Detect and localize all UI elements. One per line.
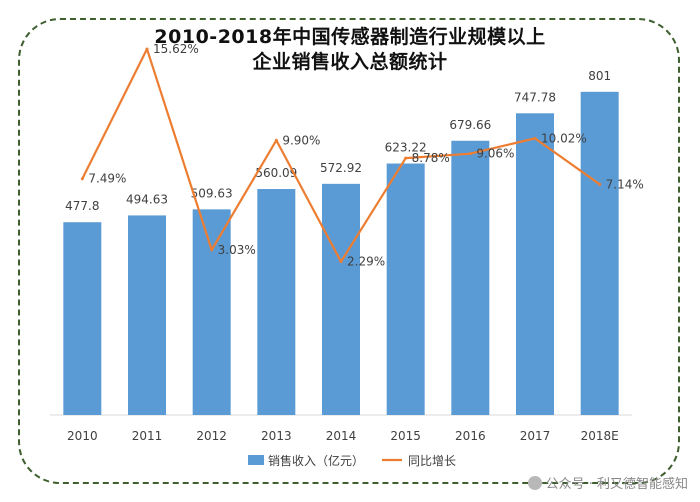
bar-value-label: 560.09 <box>255 166 297 180</box>
growth-value-label: 7.14% <box>606 177 644 191</box>
legend-bar-swatch <box>248 455 264 465</box>
bar-value-label: 747.78 <box>514 90 556 104</box>
x-tick-label: 2018E <box>581 429 619 443</box>
watermark-text: 公众号 · 利又德智能感知 <box>545 477 688 492</box>
watermark: 公众号 · 利又德智能感知 <box>527 473 688 492</box>
growth-point-2013 <box>274 138 278 142</box>
growth-point-2017 <box>533 136 537 140</box>
bar-value-label: 801 <box>588 69 611 83</box>
bar-value-label: 679.66 <box>449 118 491 132</box>
bar-2013 <box>257 189 296 415</box>
growth-value-label: 9.06% <box>476 147 514 161</box>
growth-value-label: 9.90% <box>282 133 320 147</box>
wechat-icon <box>527 476 542 490</box>
x-tick-label: 2014 <box>326 429 357 443</box>
growth-point-2011 <box>145 47 149 51</box>
bar-value-label: 623.22 <box>385 141 427 155</box>
bar-2011 <box>128 215 166 415</box>
x-tick-label: 2010 <box>67 429 98 443</box>
growth-value-label: 15.62% <box>153 42 199 56</box>
bar-value-label: 477.8 <box>65 199 99 213</box>
growth-point-2015 <box>404 156 408 160</box>
bar-2015 <box>386 163 425 415</box>
growth-point-2018E <box>598 182 602 186</box>
x-tick-label: 2011 <box>132 429 163 443</box>
growth-point-2012 <box>210 248 214 252</box>
bar-value-label: 494.63 <box>126 192 168 206</box>
growth-point-2010 <box>80 177 84 181</box>
bar-2014 <box>322 183 360 415</box>
legend-bar-label: 销售收入（亿元） <box>268 453 364 468</box>
chart-title-line-1: 2010-2018年中国传感器制造行业规模以上 <box>154 26 546 48</box>
bar-value-label: 572.92 <box>320 161 362 175</box>
legend-line-label: 同比增长 <box>408 454 456 468</box>
bar-2017 <box>516 113 554 415</box>
chart-title-line-2: 企业销售收入总额统计 <box>252 51 448 73</box>
x-tick-label: 2016 <box>455 429 486 443</box>
growth-value-label: 8.78% <box>412 151 450 165</box>
x-tick-label: 2015 <box>390 429 421 443</box>
bar-2010 <box>63 222 102 415</box>
growth-value-label: 3.03% <box>218 243 256 257</box>
growth-point-2016 <box>468 152 472 156</box>
dashed-frame <box>18 18 680 484</box>
bar-2012 <box>192 209 231 415</box>
bar-2018E <box>580 91 619 415</box>
growth-value-label: 10.02% <box>541 131 587 145</box>
x-tick-label: 2013 <box>261 429 292 443</box>
bar-value-label: 509.63 <box>191 186 233 200</box>
bar-2016 <box>451 140 490 416</box>
growth-point-2014 <box>339 260 343 264</box>
x-tick-label: 2012 <box>196 429 227 443</box>
x-tick-label: 2017 <box>520 429 551 443</box>
legend: 销售收入（亿元） 同比增长 <box>248 453 456 468</box>
growth-value-label: 7.49% <box>88 172 126 186</box>
growth-value-label: 2.29% <box>347 255 385 269</box>
